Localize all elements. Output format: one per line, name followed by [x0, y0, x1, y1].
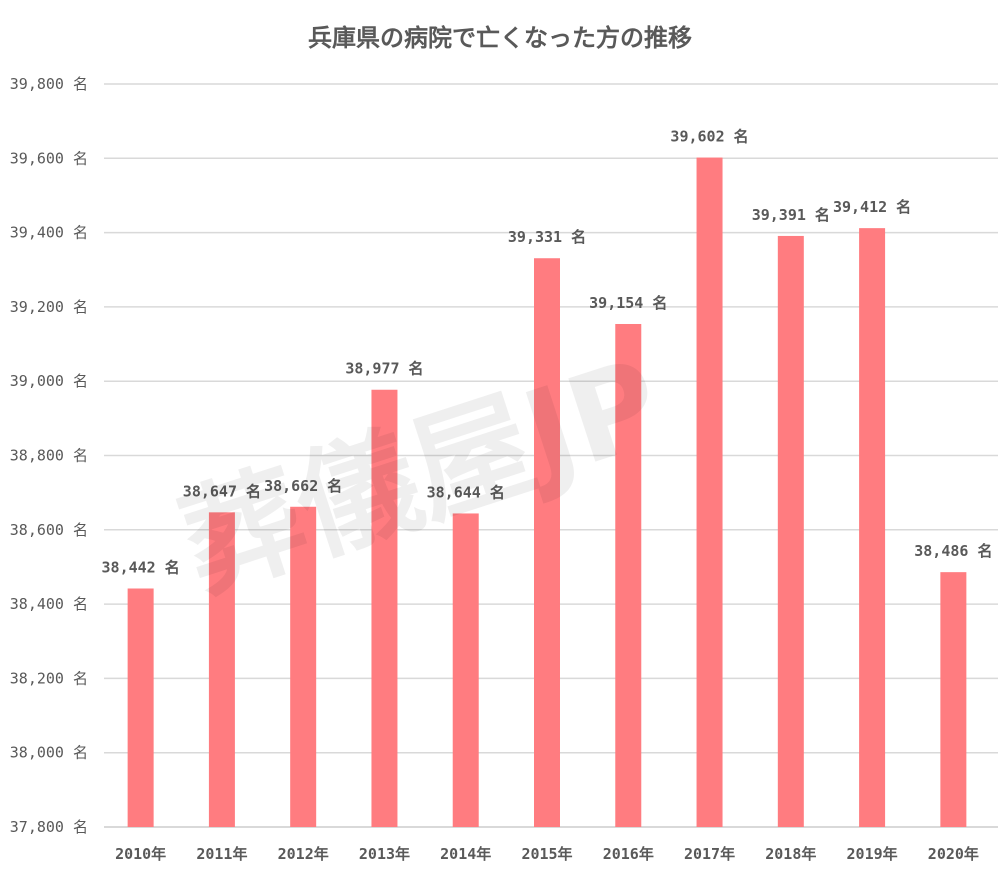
y-tick-label: 39,800 名 — [10, 75, 88, 93]
x-tick-label: 2013年 — [359, 845, 410, 863]
data-label: 38,442 名 — [102, 558, 180, 576]
y-tick-label: 39,400 名 — [10, 224, 88, 242]
y-tick-label: 38,600 名 — [10, 521, 88, 539]
y-axis-ticks: 37,800 名 38,000 名 38,200 名 38,400 名 38,600 名… — [10, 75, 88, 836]
x-axis-labels: 2010年 2011年 2012年 2013年 2014年 2015年 2016年 2017年… — [115, 845, 979, 863]
bar — [127, 588, 154, 827]
data-label: 39,331 名 — [508, 228, 586, 246]
data-label: 39,412 名 — [833, 198, 911, 216]
x-tick-label: 2011年 — [196, 845, 247, 863]
x-tick-label: 2010年 — [115, 845, 166, 863]
bar — [208, 512, 235, 827]
x-tick-label: 2016年 — [603, 845, 654, 863]
bar — [940, 572, 967, 827]
y-tick-label: 38,200 名 — [10, 669, 88, 687]
data-label: 38,647 名 — [183, 482, 261, 500]
data-label: 39,154 名 — [589, 294, 667, 312]
x-tick-label: 2014年 — [440, 845, 491, 863]
bars — [127, 157, 967, 828]
bar — [452, 513, 479, 827]
bar — [696, 157, 723, 827]
y-tick-label: 37,800 名 — [10, 818, 88, 836]
x-tick-label: 2012年 — [278, 845, 329, 863]
data-label: 39,391 名 — [752, 206, 830, 224]
y-tick-label: 38,000 名 — [10, 744, 88, 762]
bar — [777, 235, 804, 828]
bar — [371, 389, 398, 827]
x-tick-label: 2017年 — [684, 845, 735, 863]
bar — [859, 228, 886, 828]
bar — [290, 506, 317, 827]
chart-title: 兵庫県の病院で亡くなった方の推移 — [308, 24, 692, 52]
data-label: 39,602 名 — [670, 128, 748, 146]
data-labels: 38,442 名 38,647 名 38,662 名 38,977 名 38,644 名… — [102, 128, 993, 577]
y-tick-label: 39,200 名 — [10, 298, 88, 316]
data-label: 38,662 名 — [264, 477, 342, 495]
x-tick-label: 2019年 — [847, 845, 898, 863]
data-label: 38,977 名 — [345, 360, 423, 378]
y-tick-label: 38,400 名 — [10, 595, 88, 613]
y-tick-label: 39,000 名 — [10, 372, 88, 390]
bar — [615, 323, 642, 827]
y-tick-label: 38,800 名 — [10, 447, 88, 465]
x-tick-label: 2018年 — [765, 845, 816, 863]
y-tick-label: 39,600 名 — [10, 149, 88, 167]
data-label: 38,486 名 — [914, 542, 992, 560]
x-tick-label: 2020年 — [928, 845, 979, 863]
data-label: 38,644 名 — [427, 483, 505, 501]
x-tick-label: 2015年 — [521, 845, 572, 863]
bar — [534, 258, 560, 827]
